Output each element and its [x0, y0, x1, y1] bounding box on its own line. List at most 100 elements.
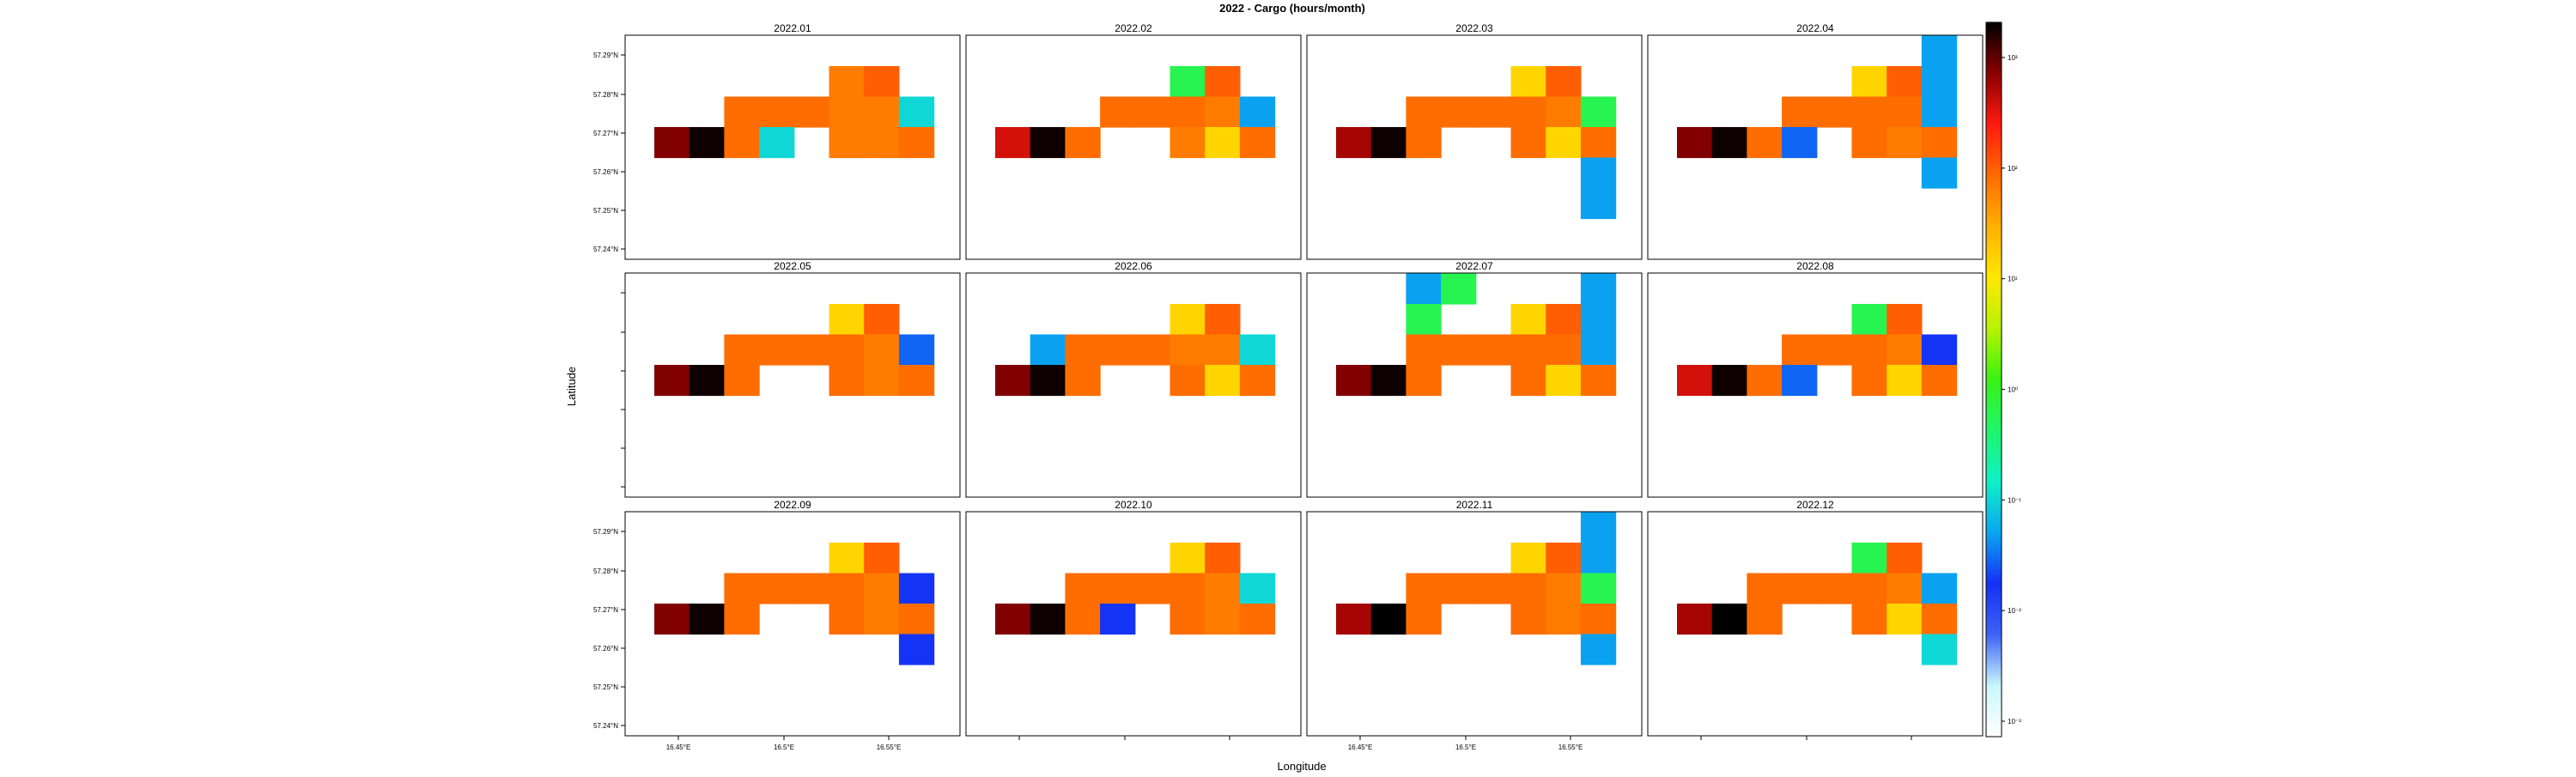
y-tick-label: 57.26°N: [593, 168, 618, 176]
panel-frame: [965, 511, 1302, 737]
heatmap-cell: [1441, 96, 1477, 128]
heatmap-cell: [1851, 127, 1887, 159]
heatmap-cell: [1921, 96, 1958, 128]
panel-label: 2022.11: [1456, 499, 1493, 511]
heatmap-cell: [1747, 573, 1783, 604]
heatmap-cell: [1370, 604, 1406, 635]
heatmap-cell: [1239, 365, 1276, 397]
heatmap-cell: [898, 604, 935, 635]
panel-frame: [1306, 511, 1643, 737]
panel-label: 2022.05: [774, 260, 811, 272]
heatmap-cell: [1239, 573, 1276, 604]
heatmap-cell: [864, 573, 900, 604]
panel-2022.11: 2022.11 16.45°E 16.5°E 16.55°E: [1306, 499, 1643, 751]
y-tick-label: 57.24°N: [593, 722, 618, 730]
heatmap-cell: [864, 96, 900, 128]
heatmap-cell: [1546, 66, 1582, 98]
panel-frame: [965, 34, 1302, 260]
heatmap-cell: [1580, 127, 1617, 159]
heatmap-cell: [1886, 573, 1923, 604]
heatmap-cell: [1170, 304, 1206, 336]
heatmap-cell: [1406, 304, 1442, 336]
heatmap-cell: [1510, 573, 1546, 604]
panel-frame: [1647, 272, 1984, 498]
heatmap-cell: [1065, 127, 1101, 159]
heatmap-cell: [759, 96, 795, 128]
heatmap-cell: [724, 334, 760, 366]
panel-2022.05: 2022.05: [621, 260, 961, 498]
y-tick-label: 57.25°N: [593, 683, 618, 691]
heatmap-cell: [1886, 543, 1923, 574]
heatmap-cell: [1239, 334, 1276, 366]
colorbar-tick-label: 10⁻¹: [2008, 496, 2021, 504]
panel-frame: [1647, 511, 1984, 737]
heatmap-cell: [864, 604, 900, 635]
heatmap-cell: [1580, 96, 1617, 128]
heatmap-cell: [1711, 365, 1747, 397]
heatmap-cell: [1816, 334, 1853, 366]
heatmap-cell: [1677, 604, 1713, 635]
heatmap-cell: [689, 365, 725, 397]
colorbar-tick-label: 10³: [2008, 54, 2018, 62]
heatmap-cell: [1205, 304, 1241, 336]
heatmap-cell: [1851, 66, 1887, 98]
heatmap-cell: [1921, 127, 1958, 159]
heatmap-cell: [1510, 604, 1546, 635]
heatmap-cell: [864, 365, 900, 397]
heatmap-cell: [1406, 604, 1442, 635]
heatmap-cell: [864, 543, 900, 574]
heatmap-cell: [1886, 334, 1923, 366]
heatmap-cell: [1851, 573, 1887, 604]
y-tick-label: 57.26°N: [593, 645, 618, 653]
heatmap-cell: [864, 334, 900, 366]
heatmap-cell: [1510, 365, 1546, 397]
heatmap-cell: [1546, 334, 1582, 366]
heatmap-cell: [1851, 334, 1887, 366]
heatmap-cell: [1406, 127, 1442, 159]
heatmap-cell: [724, 573, 760, 604]
heatmap-cell: [898, 96, 935, 128]
x-axis-label: Longitude: [1277, 760, 1326, 773]
panel-frame: [624, 34, 961, 260]
heatmap-cell: [1580, 273, 1617, 305]
heatmap-cell: [1170, 334, 1206, 366]
panel-label: 2022.06: [1115, 260, 1152, 272]
heatmap-cell: [1406, 365, 1442, 397]
panel-frame: [965, 272, 1302, 498]
heatmap-cell: [1510, 543, 1546, 574]
heatmap-cell: [1065, 365, 1101, 397]
heatmap-cell: [1851, 304, 1887, 336]
panel-2022.01: 2022.01 57.29°N 57.28°N 57.27°N 57.26°N 57.25…: [593, 22, 961, 260]
heatmap-cell: [864, 127, 900, 159]
x-tick-label: 16.5°E: [1455, 744, 1476, 751]
colorbar-tick-label: 10⁻²: [2008, 607, 2021, 615]
heatmap-cell: [1065, 334, 1101, 366]
heatmap-cell: [1406, 273, 1442, 305]
panel-label: 2022.04: [1796, 22, 1834, 34]
heatmap-cell: [1065, 604, 1101, 635]
heatmap-cell: [1030, 604, 1066, 635]
heatmap-cell: [829, 127, 865, 159]
heatmap-cell: [1510, 304, 1546, 336]
heatmap-cell: [1134, 334, 1171, 366]
heatmap-cell: [1580, 634, 1617, 665]
y-tick-label: 57.28°N: [593, 91, 618, 99]
y-tick-label: 57.28°N: [593, 568, 618, 575]
heatmap-cell: [1580, 543, 1617, 574]
chart-title: 2022 - Cargo (hours/month): [1219, 2, 1365, 15]
heatmap-cell: [898, 365, 935, 397]
heatmap-cell: [1921, 334, 1958, 366]
heatmap-cell: [1747, 127, 1783, 159]
heatmap-cell: [1580, 512, 1617, 543]
heatmap-cell: [995, 604, 1031, 635]
heatmap-cell: [864, 304, 900, 336]
heatmap-cell: [1816, 573, 1853, 604]
heatmap-cell: [1065, 573, 1101, 604]
panel-label: 2022.12: [1796, 499, 1834, 511]
heatmap-cell: [1921, 365, 1958, 397]
heatmap-cell: [1441, 334, 1477, 366]
heatmap-cell: [654, 604, 690, 635]
heatmap-cell: [1100, 573, 1136, 604]
heatmap-cell: [1921, 573, 1958, 604]
